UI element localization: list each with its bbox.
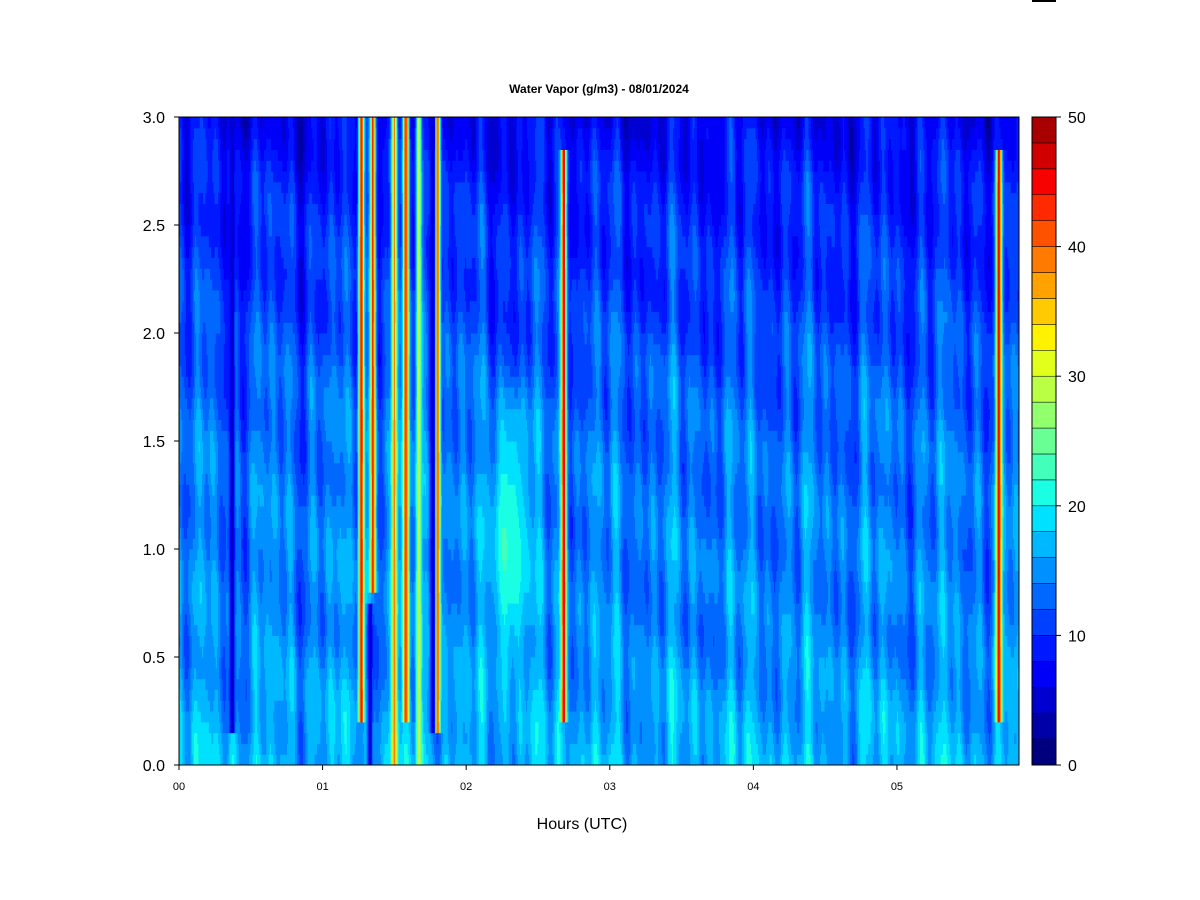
heatmap-cell: [240, 106, 242, 117]
heatmap-cell: [184, 106, 186, 117]
heatmap-cell: [203, 106, 205, 117]
heatmap-cell: [216, 106, 218, 117]
heatmap-cell: [227, 106, 229, 117]
heatmap-cell: [194, 106, 196, 117]
heatmap-cell: [246, 106, 248, 117]
heatmap-cell: [187, 106, 189, 117]
heatmap-cell: [209, 106, 211, 117]
heatmap-cell: [270, 106, 272, 117]
heatmap-cell: [248, 106, 250, 117]
chart-title: Water Vapor (g/m3) - 08/01/2024: [509, 82, 689, 96]
heatmap-cell: [190, 106, 192, 117]
heatmap-cell: [185, 106, 187, 117]
heatmap-cell: [200, 106, 202, 117]
heatmap-cell: [211, 106, 213, 117]
heatmap-cell: [224, 106, 226, 117]
heatmap-cell: [217, 106, 219, 117]
heatmap-cell: [222, 106, 224, 117]
heatmap-cell: [205, 106, 207, 117]
heatmap-cell: [267, 106, 269, 117]
heatmap-cell: [253, 106, 255, 117]
heatmap-cell: [226, 106, 228, 117]
heatmap-cell: [269, 106, 271, 117]
heatmap-cell: [238, 106, 240, 117]
heatmap-cell: [186, 106, 188, 117]
heatmap-cell: [210, 106, 212, 117]
heatmap-cell: [262, 106, 264, 117]
heatmap-cell: [196, 106, 198, 117]
heatmap-cell: [202, 106, 204, 117]
heatmap-cell: [201, 106, 203, 117]
heatmap-cell: [236, 106, 238, 117]
heatmap-cell: [182, 106, 184, 117]
heatmap-cell: [234, 106, 236, 117]
heatmap-cell: [219, 106, 221, 117]
heatmap-cell: [254, 106, 256, 117]
heatmap-cell: [250, 106, 252, 117]
heatmap-cell: [220, 106, 222, 117]
heatmap-cell: [223, 106, 225, 117]
heatmap-cell: [208, 106, 210, 117]
heatmap-cell: [256, 106, 258, 117]
heatmap-cell: [261, 106, 263, 117]
heatmap-cell: [244, 106, 246, 117]
heatmap-cell: [181, 106, 183, 117]
heatmap-cell: [231, 106, 233, 117]
heatmap-cell: [239, 106, 241, 117]
heatmap-cell: [242, 106, 244, 117]
heatmap-cell: [230, 106, 232, 117]
heatmap-cell: [188, 106, 190, 117]
heatmap-cell: [192, 106, 194, 117]
heatmap-cell: [264, 106, 266, 117]
heatmap-cell: [271, 106, 273, 117]
heatmap-cell: [247, 106, 249, 117]
heatmap-cell: [265, 106, 267, 117]
heatmap-cell: [259, 106, 261, 117]
heatmap-cell: [257, 106, 259, 117]
heatmap-cell: [258, 106, 260, 117]
heatmap-cell: [199, 106, 201, 117]
heatmap-cell: [232, 106, 234, 117]
heatmap-cell: [197, 106, 199, 117]
heatmap-cell: [195, 106, 197, 117]
heatmap-cell: [213, 106, 215, 117]
heatmap-cell: [241, 106, 243, 117]
heatmap-cell: [255, 106, 257, 117]
heatmap-cell: [193, 106, 195, 117]
heatmap-cell: [228, 106, 230, 117]
heatmap-cell: [180, 106, 182, 117]
heatmap-cell: [204, 106, 206, 117]
heatmap-cell: [179, 106, 181, 117]
heatmap-cell: [212, 106, 214, 117]
heatmap-cell: [207, 106, 209, 117]
heatmap-cell: [243, 106, 245, 117]
heatmap-cell: [266, 106, 268, 117]
heatmap-cell: [189, 106, 191, 117]
heatmap-cell: [233, 106, 235, 117]
heatmap-cell: [215, 106, 217, 117]
heatmap-cell: [235, 106, 237, 117]
heatmap-area: [179, 106, 1020, 765]
heatmap-cell: [263, 106, 265, 117]
heatmap-cell: [218, 106, 220, 117]
heatmap-cell: [225, 106, 227, 117]
heatmap-cell: [251, 106, 253, 117]
heatmap-cell: [249, 106, 251, 117]
